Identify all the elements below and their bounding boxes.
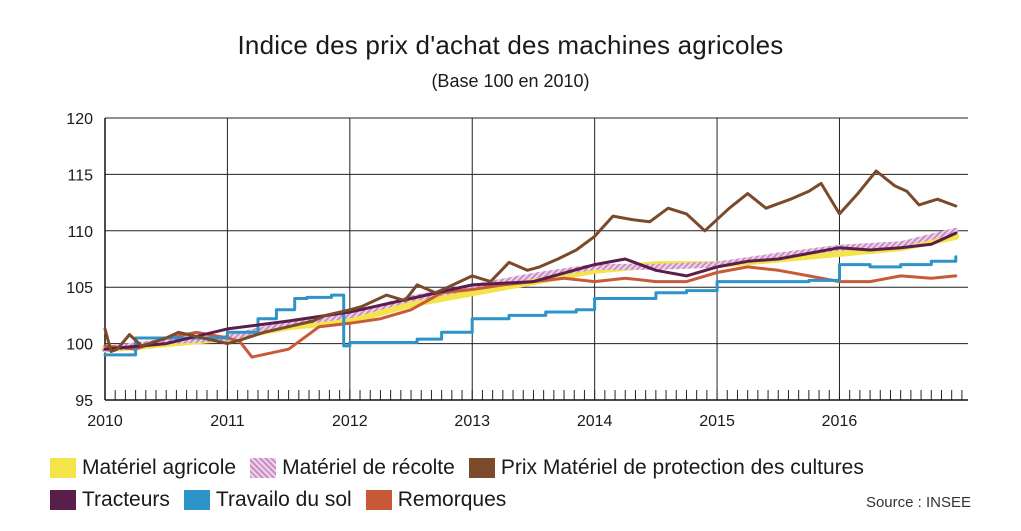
legend-swatch-remorques <box>365 490 392 510</box>
series-line-travailo-du-sol <box>103 255 958 357</box>
legend-label: Tracteurs <box>82 488 170 511</box>
legend-item-protection-cultures: Prix Matériel de protection des cultures <box>468 452 864 484</box>
source-note: Source : INSEE <box>865 494 971 511</box>
chart-legend: Matériel agricole Matériel de récolte Pr… <box>50 452 1010 516</box>
x-tick-label: 2016 <box>822 413 858 430</box>
legend-label: Matériel de récolte <box>282 456 455 479</box>
y-tick-label: 105 <box>66 280 93 297</box>
legend-row-2: Tracteurs Travailo du sol Remorques <box>50 484 1010 516</box>
y-tick-label: 115 <box>67 167 93 184</box>
y-tick-label: 120 <box>66 111 93 128</box>
line-chart: 95 100 105 110 115 120 2010 2011 2012 2013 2014 201… <box>66 111 968 430</box>
series-line-prix-materiel-de-protection-des-cultures <box>103 169 958 353</box>
legend-swatch-materiel-agricole <box>50 458 76 478</box>
legend-label: Remorques <box>397 488 507 511</box>
legend-label: Prix Matériel de protection des cultures <box>500 456 864 479</box>
y-tick-label: 110 <box>67 224 93 241</box>
legend-label: Travailo du sol <box>215 488 352 511</box>
legend-row-1: Matériel agricole Matériel de récolte Pr… <box>50 452 1010 484</box>
y-tick-label: 100 <box>66 337 93 354</box>
legend-swatch-protection-cultures <box>468 458 495 478</box>
legend-item-travail-sol: Travailo du sol <box>183 484 352 516</box>
legend-swatch-travail-sol <box>183 490 210 510</box>
x-tick-label: 2011 <box>210 413 245 430</box>
legend-item-materiel-agricole: Matériel agricole <box>50 452 236 484</box>
legend-item-remorques: Remorques <box>365 484 507 516</box>
legend-item-tracteurs: Tracteurs <box>50 484 170 516</box>
chart-title: Indice des prix d'achat des machines agr… <box>237 30 784 60</box>
x-tick-label: 2015 <box>699 413 735 430</box>
x-tick-label: 2014 <box>577 413 613 430</box>
legend-item-materiel-recolte: Matériel de récolte <box>250 452 455 484</box>
series-line-tracteurs <box>103 231 958 351</box>
legend-swatch-tracteurs <box>50 490 76 510</box>
x-tick-label: 2010 <box>87 413 123 430</box>
legend-swatch-materiel-recolte <box>250 458 277 478</box>
chart-subtitle: (Base 100 en 2010) <box>431 71 590 91</box>
x-tick-label: 2013 <box>454 413 490 430</box>
x-tick-label: 2012 <box>332 413 368 430</box>
y-tick-label: 95 <box>75 393 93 410</box>
legend-label: Matériel agricole <box>82 456 237 479</box>
